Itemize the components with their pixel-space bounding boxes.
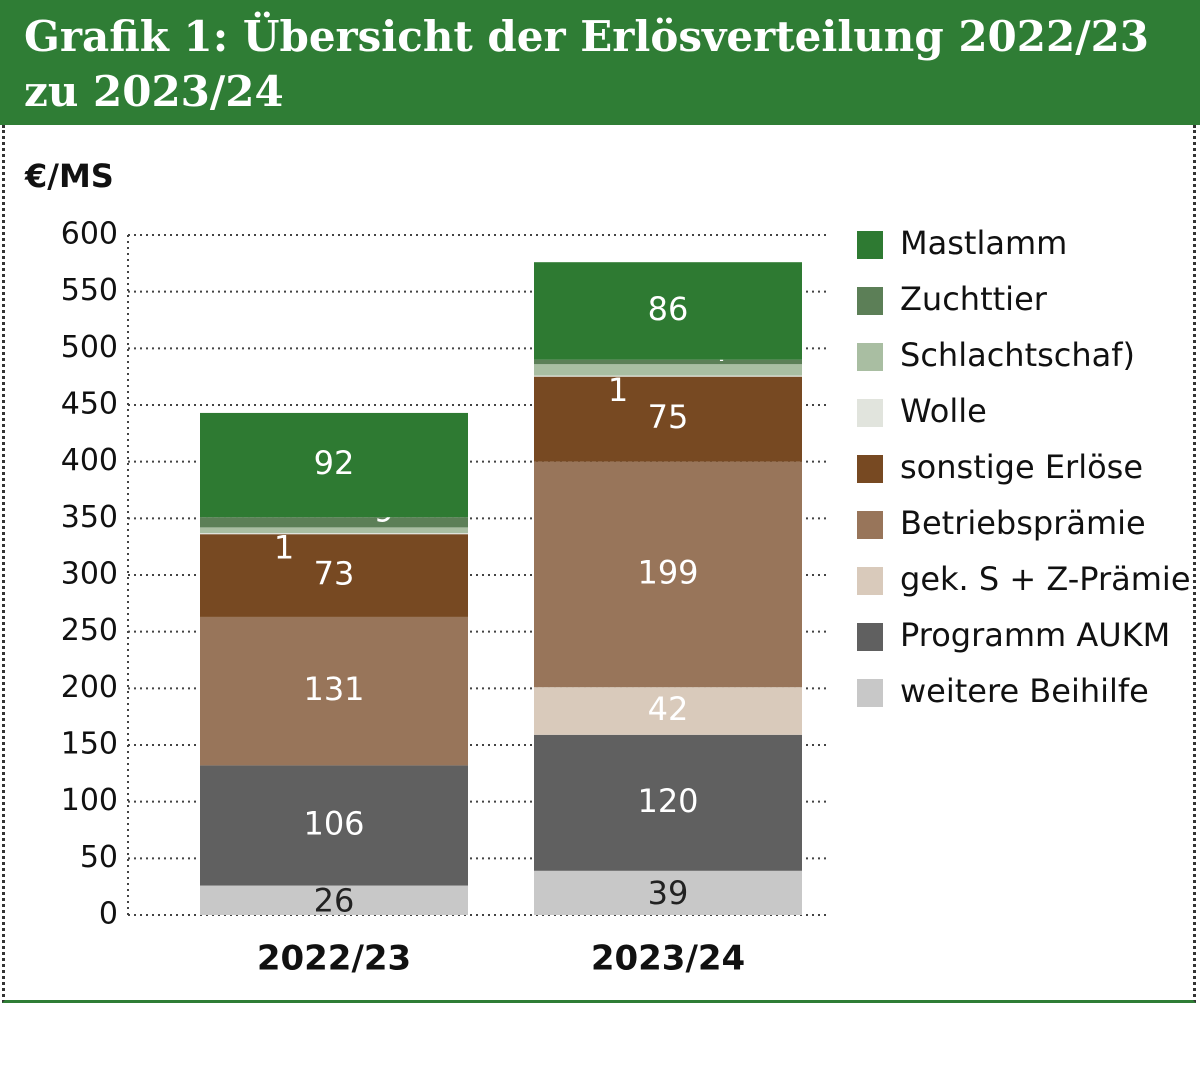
legend-label: Programm AUKM bbox=[900, 616, 1170, 654]
y-tick-label: 0 bbox=[99, 897, 118, 932]
y-tick-label: 150 bbox=[61, 727, 118, 762]
y-tick-label: 600 bbox=[61, 217, 118, 252]
y-tick-label: 250 bbox=[61, 613, 118, 648]
y-tick-label: 300 bbox=[61, 557, 118, 592]
y-tick-label: 200 bbox=[61, 670, 118, 705]
x-tick-label: 2023/24 bbox=[591, 939, 745, 979]
legend-swatch bbox=[857, 455, 883, 483]
y-tick-label: 400 bbox=[61, 443, 118, 478]
frame bbox=[2, 125, 1196, 1003]
data-label: 73 bbox=[314, 555, 355, 593]
data-label: 86 bbox=[648, 290, 689, 328]
legend-label: Zuchttier bbox=[900, 280, 1048, 318]
bar-segment bbox=[200, 885, 468, 915]
data-label: 1 bbox=[608, 371, 628, 409]
legend-swatch bbox=[857, 511, 883, 539]
data-label: 199 bbox=[637, 553, 698, 591]
legend-swatch bbox=[857, 567, 883, 595]
bar-segment bbox=[200, 412, 468, 518]
y-tick-label: 350 bbox=[61, 500, 118, 535]
bar-segment bbox=[200, 534, 468, 617]
y-tick-label: 100 bbox=[61, 783, 118, 818]
legend-swatch bbox=[857, 623, 883, 651]
legend-swatch bbox=[857, 679, 883, 707]
bar-segment bbox=[534, 375, 802, 377]
y-axis-label: €/MS bbox=[24, 157, 114, 195]
y-tick-label: 50 bbox=[80, 840, 118, 875]
bar-segment bbox=[534, 461, 802, 688]
legend-swatch bbox=[857, 287, 883, 315]
y-tick-label: 450 bbox=[61, 387, 118, 422]
bar-segment bbox=[534, 734, 802, 871]
chart-title: Grafik 1: Übersicht der Erlösverteilung … bbox=[24, 10, 1149, 61]
legend-label: Betriebsprämie bbox=[900, 504, 1146, 542]
bar-segment bbox=[534, 687, 802, 735]
bar-segment bbox=[534, 364, 802, 376]
bar-segment bbox=[534, 870, 802, 915]
y-tick-label: 550 bbox=[61, 273, 118, 308]
legend-label: Schlachtschaf) bbox=[900, 336, 1135, 374]
legend-swatch bbox=[857, 343, 883, 371]
data-label: 26 bbox=[314, 881, 355, 919]
legend-label: Mastlamm bbox=[900, 224, 1067, 262]
bar-segment bbox=[200, 527, 468, 534]
bar-segment bbox=[200, 517, 468, 528]
chart-title: zu 2023/24 bbox=[24, 67, 284, 116]
data-label: 92 bbox=[314, 444, 355, 482]
data-label: 120 bbox=[637, 782, 698, 820]
data-label: 131 bbox=[303, 670, 364, 708]
bar-segment bbox=[200, 533, 468, 535]
legend-label: gek. S + Z-Prämie bbox=[900, 560, 1191, 598]
bar-segment bbox=[534, 262, 802, 360]
data-label: 42 bbox=[648, 690, 689, 728]
data-label: 75 bbox=[648, 398, 689, 436]
header bbox=[0, 0, 1200, 125]
bar-segment bbox=[534, 376, 802, 462]
bar-segment bbox=[200, 616, 468, 766]
data-label: 1 bbox=[274, 529, 294, 567]
bar-segment bbox=[200, 765, 468, 886]
legend-label: Wolle bbox=[900, 392, 987, 430]
legend-label: weitere Beihilfe bbox=[900, 672, 1149, 710]
data-label: 39 bbox=[648, 874, 689, 912]
y-tick-label: 500 bbox=[61, 330, 118, 365]
legend-label: sonstige Erlöse bbox=[900, 448, 1143, 486]
data-label: 106 bbox=[303, 804, 364, 842]
legend-swatch bbox=[857, 399, 883, 427]
legend-swatch bbox=[857, 231, 883, 259]
bar-segment bbox=[534, 359, 802, 365]
x-tick-label: 2022/23 bbox=[257, 939, 411, 979]
